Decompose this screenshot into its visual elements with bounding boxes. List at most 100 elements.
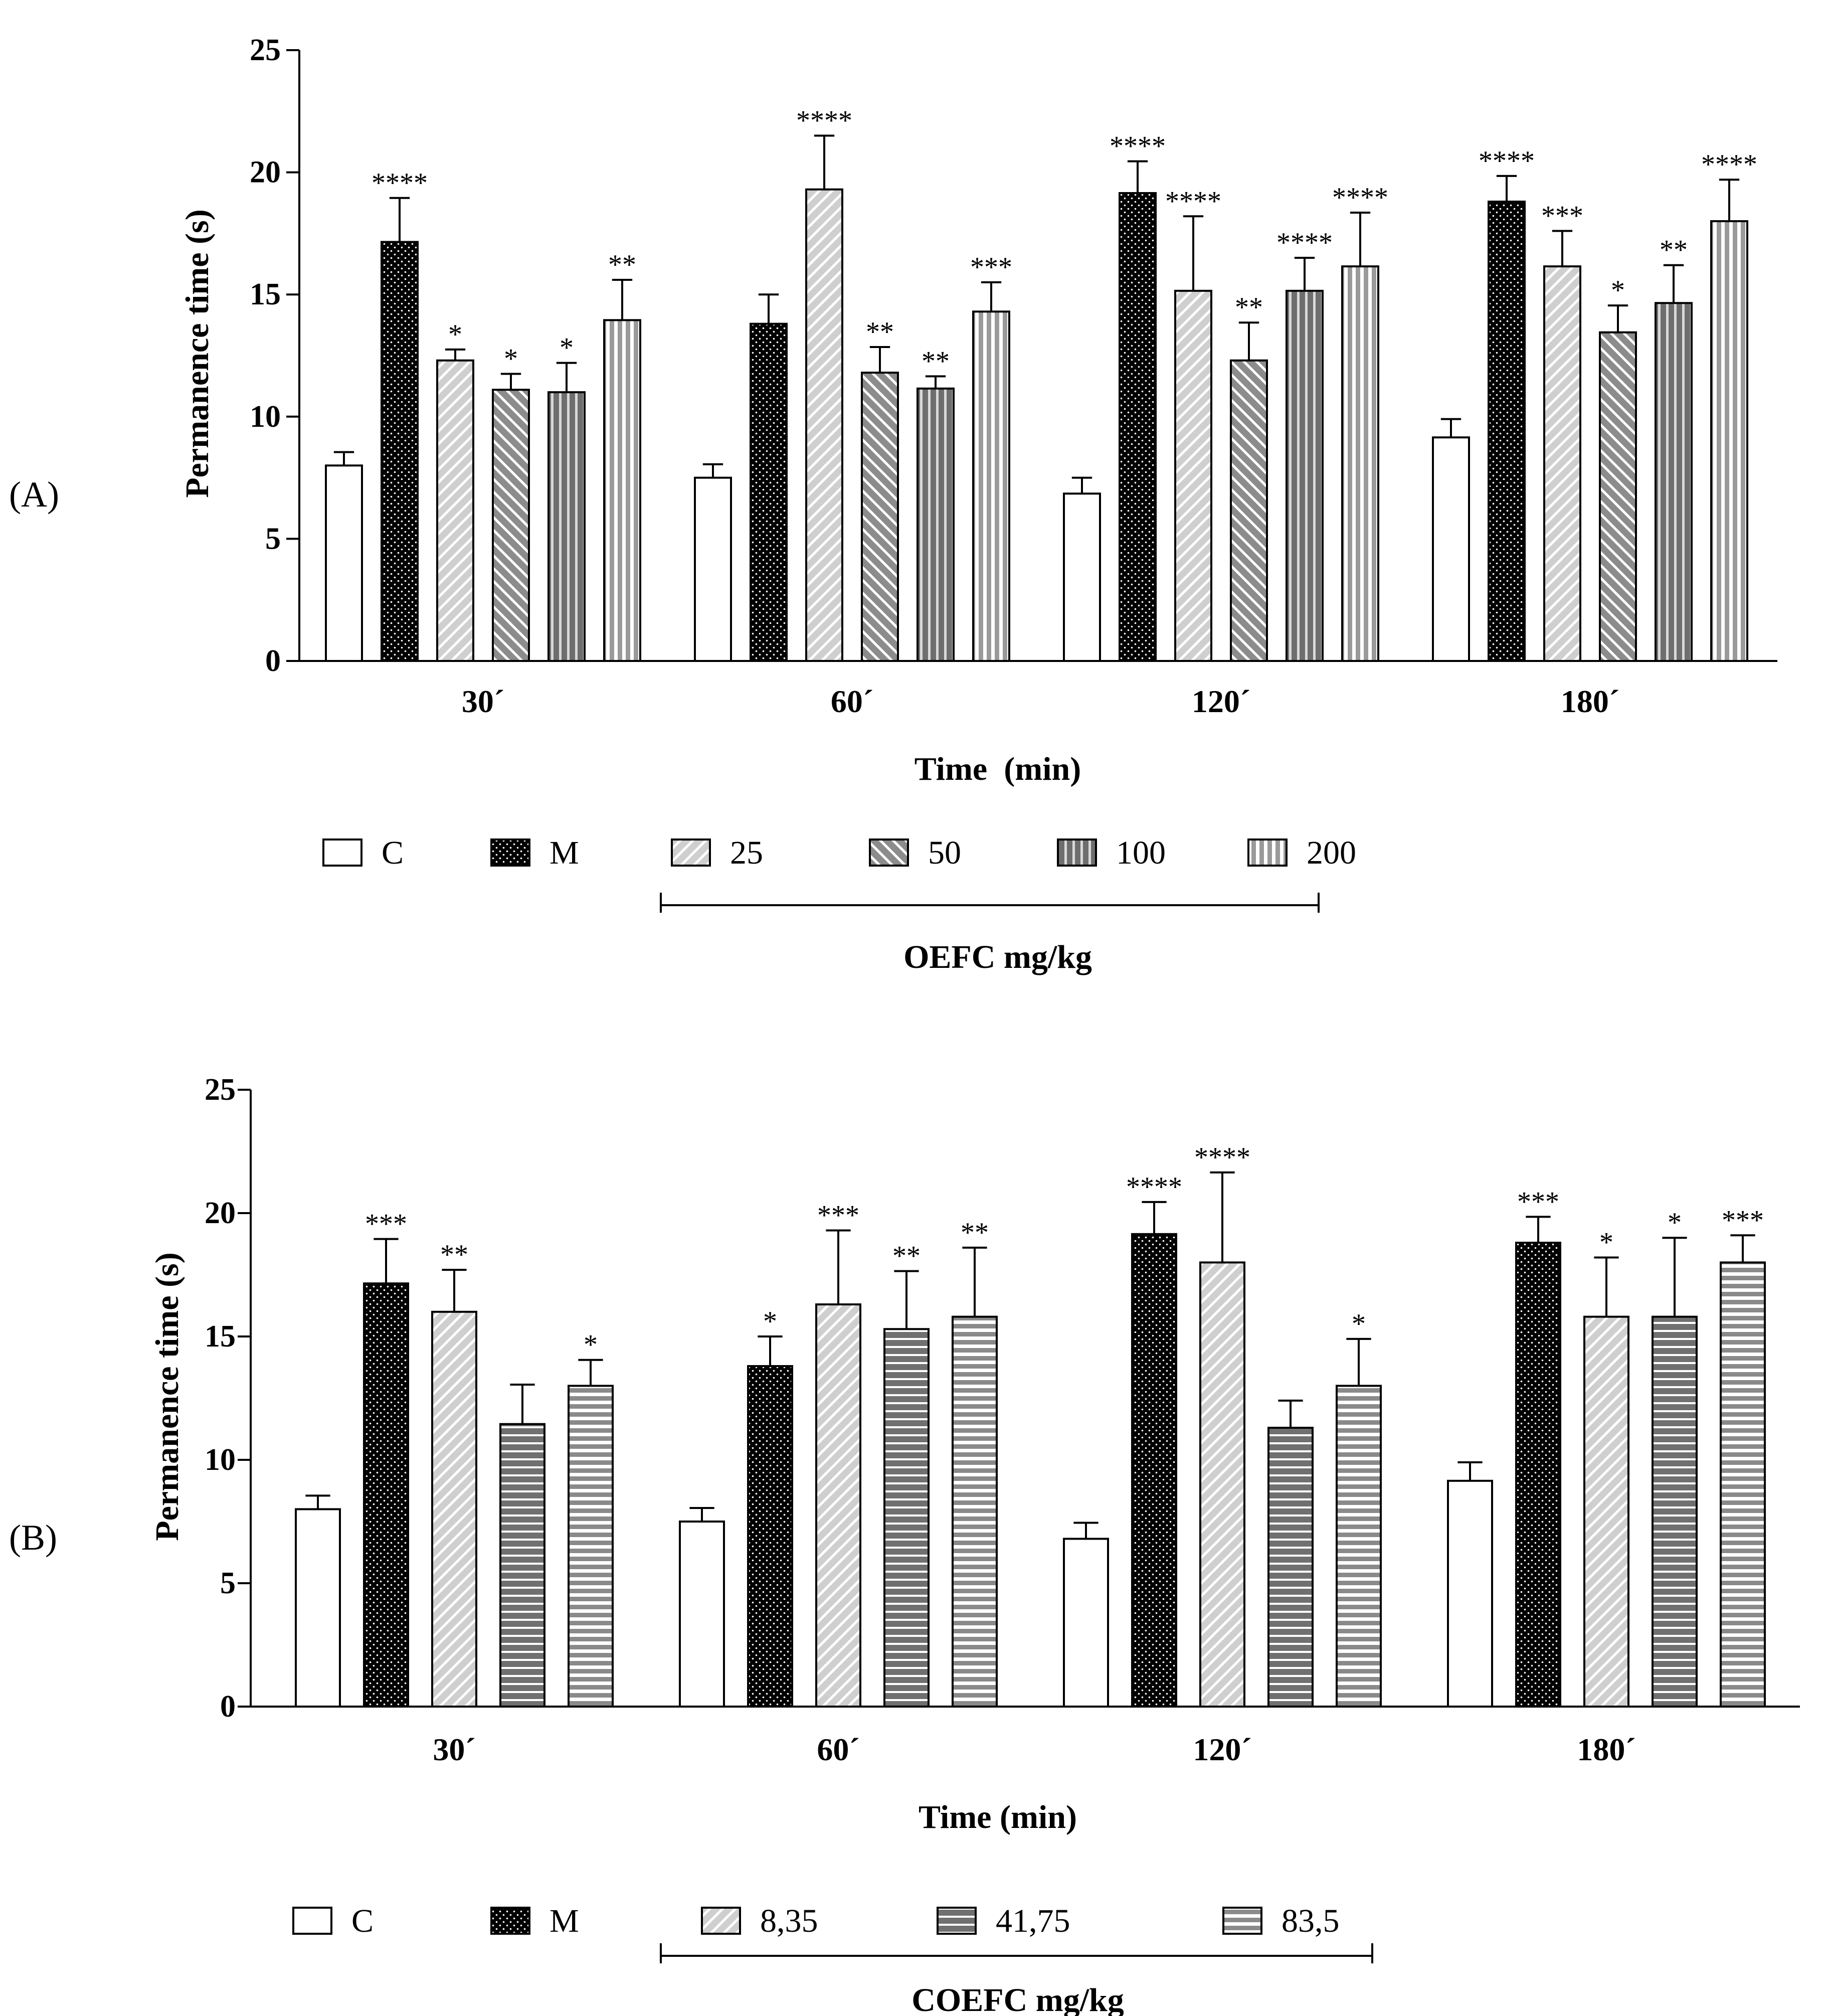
panel-a-legend-swatch <box>1057 838 1097 867</box>
panel-a-legend-label: 50 <box>928 834 961 871</box>
panel-b-y-tick-label: 10 <box>205 1443 236 1477</box>
panel-b-significance-label: * <box>1668 1207 1682 1238</box>
panel-a-x-tick-label: 120´ <box>1192 684 1250 719</box>
panel-b-significance-label: ** <box>440 1239 468 1270</box>
panel-a-significance-label: * <box>560 332 574 364</box>
panel-b-bar <box>568 1385 614 1708</box>
panel-a-legend-swatch <box>1247 838 1288 867</box>
panel-a-significance-label: **** <box>1165 186 1221 217</box>
panel-a-legend-swatch <box>869 838 909 867</box>
panel-b-significance-label: *** <box>817 1200 859 1231</box>
panel-a-significance-label: *** <box>1541 201 1583 232</box>
panel-b-legend-label: 83,5 <box>1282 1903 1340 1939</box>
panel-a-bar <box>1119 192 1157 662</box>
panel-a-significance-label: ** <box>1660 235 1688 266</box>
panel-a-bar <box>972 310 1010 662</box>
panel-a-x-axis-label: Time (min) <box>915 751 1081 787</box>
panel-b-significance-label: **** <box>1194 1142 1250 1173</box>
panel-b-significance-label: *** <box>1517 1186 1559 1217</box>
panel-b-label: (B) <box>9 1518 57 1558</box>
panel-b-bar <box>1131 1233 1177 1708</box>
panel-a-bar <box>694 476 732 662</box>
panel-a-significance-label: ** <box>922 346 950 377</box>
panel-a-bar <box>436 359 474 662</box>
panel-b-bar <box>679 1521 725 1708</box>
panel-a-legend: C M 25 50 100 200 <box>322 834 1356 871</box>
panel-b-bar <box>1447 1479 1493 1708</box>
panel-a-legend-label: 100 <box>1116 834 1166 871</box>
panel-a-legend-swatch <box>671 838 711 867</box>
panel-b-x-tick-label: 180´ <box>1577 1732 1635 1767</box>
panel-a-bar <box>750 322 788 662</box>
panel-a-bar <box>603 319 641 662</box>
panel-b-y-tick-label: 0 <box>220 1690 236 1724</box>
panel-b-y-tick-label: 20 <box>205 1196 236 1230</box>
panel-a-significance-label: **** <box>372 167 428 199</box>
panel-a-significance-label: **** <box>1332 182 1388 213</box>
panel-b-x-tick-label: 120´ <box>1193 1732 1251 1767</box>
panel-a-bar <box>1230 359 1268 662</box>
panel-a-bar <box>325 464 363 662</box>
panel-a-y-tick-label: 20 <box>250 155 281 190</box>
panel-b-bar <box>363 1282 409 1708</box>
panel-b-legend-swatch <box>292 1907 332 1935</box>
panel-a-legend-label: 200 <box>1307 834 1356 871</box>
panel-a-bar <box>1286 289 1324 662</box>
panel-a-x-tick-label: 60´ <box>831 684 873 719</box>
panel-a-y-tick-label: 10 <box>250 400 281 434</box>
panel-a-significance-label: **** <box>1110 131 1166 162</box>
panel-b-bar <box>499 1423 545 1708</box>
panel-a-significance-label: **** <box>796 105 852 136</box>
panel-b-bar <box>883 1328 930 1708</box>
panel-b-bar <box>295 1508 341 1708</box>
panel-b-x-axis-label: Time (min) <box>919 1799 1077 1835</box>
panel-b-x-tick-label: 60´ <box>817 1732 859 1767</box>
panel-b-significance-label: * <box>763 1306 777 1337</box>
panel-b-y-tick-label: 5 <box>220 1566 236 1600</box>
panel-b-y-tick-label: 25 <box>205 1073 236 1107</box>
panel-b-significance-label: *** <box>365 1209 407 1240</box>
panel-a-bar <box>1710 220 1748 662</box>
panel-a-bar <box>547 391 586 662</box>
panel-a-significance-label: *** <box>970 252 1012 283</box>
panel-b-legend-label: M <box>550 1903 579 1939</box>
panel-a-significance-label: ** <box>1235 292 1263 323</box>
panel-b-legend-swatch <box>937 1907 977 1935</box>
panel-b-bar <box>1515 1242 1561 1708</box>
panel-a-bar <box>1432 436 1470 662</box>
panel-a-legend-label: C <box>382 834 404 871</box>
panel-a-bar <box>1341 265 1379 662</box>
panel-a-significance-label: **** <box>1276 227 1333 258</box>
panel-b-significance-label: * <box>1352 1308 1366 1339</box>
panel-b-bar <box>815 1303 861 1708</box>
panel-b-legend-label: 8,35 <box>760 1903 818 1939</box>
panel-b-bar <box>1336 1385 1382 1708</box>
panel-a-significance-label: * <box>448 319 462 350</box>
panel-a-bar <box>1599 331 1637 662</box>
panel-b-significance-label: ** <box>961 1217 989 1248</box>
panel-a-significance-label: ** <box>866 316 894 348</box>
panel-a-legend-label: 25 <box>730 834 763 871</box>
panel-b-bar <box>1720 1261 1766 1708</box>
panel-b-significance-label: *** <box>1722 1205 1764 1236</box>
panel-a-significance-label: **** <box>1479 145 1535 177</box>
panel-a-bar <box>1543 265 1581 662</box>
panel-b-y-tick-label: 15 <box>205 1319 236 1354</box>
panel-a-y-tick-label: 5 <box>265 522 281 556</box>
panel-b-bar <box>1267 1427 1314 1708</box>
panel-b-x-tick-label: 30´ <box>433 1732 475 1767</box>
panel-a-legend-swatch <box>322 838 362 867</box>
panel-a-y-tick-label: 0 <box>265 644 281 678</box>
panel-a-bar <box>1655 302 1693 662</box>
panel-b-legend-label: 41,75 <box>996 1903 1070 1939</box>
panel-b-bar <box>1063 1538 1109 1708</box>
panel-b-bar <box>1652 1315 1698 1708</box>
panel-a-y-tick-label: 15 <box>250 277 281 311</box>
panel-a-x-tick-label: 30´ <box>462 684 504 719</box>
panel-a-legend-label: M <box>550 834 579 871</box>
panel-a-x-tick-label: 180´ <box>1561 684 1619 719</box>
panel-b-bar <box>431 1310 477 1708</box>
panel-a-bar <box>805 188 843 662</box>
panel-b-legend: C M 8,35 41,75 83,5 <box>292 1903 1340 1939</box>
panel-a-bar <box>381 241 419 662</box>
